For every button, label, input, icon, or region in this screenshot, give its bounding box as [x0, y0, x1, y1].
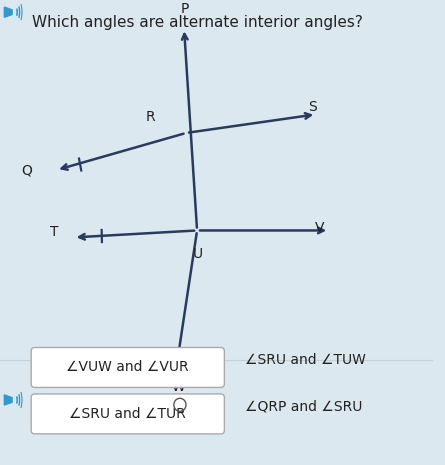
Text: P: P [181, 2, 189, 16]
Text: ∠VUW and ∠VUR: ∠VUW and ∠VUR [66, 360, 189, 374]
Text: V: V [316, 221, 325, 235]
Polygon shape [4, 395, 12, 405]
Text: ∠SRU and ∠TUW: ∠SRU and ∠TUW [245, 353, 366, 367]
Text: T: T [50, 225, 58, 239]
Text: R: R [146, 110, 155, 124]
Text: Q: Q [21, 163, 32, 177]
Text: S: S [308, 100, 317, 114]
Text: U: U [193, 247, 203, 261]
Text: ∠SRU and ∠TUR: ∠SRU and ∠TUR [69, 407, 186, 421]
Text: W: W [172, 379, 185, 393]
FancyBboxPatch shape [31, 394, 224, 434]
Text: Which angles are alternate interior angles?: Which angles are alternate interior angl… [32, 15, 364, 30]
FancyBboxPatch shape [31, 347, 224, 387]
Text: ∠QRP and ∠SRU: ∠QRP and ∠SRU [245, 400, 362, 414]
Polygon shape [4, 7, 12, 17]
